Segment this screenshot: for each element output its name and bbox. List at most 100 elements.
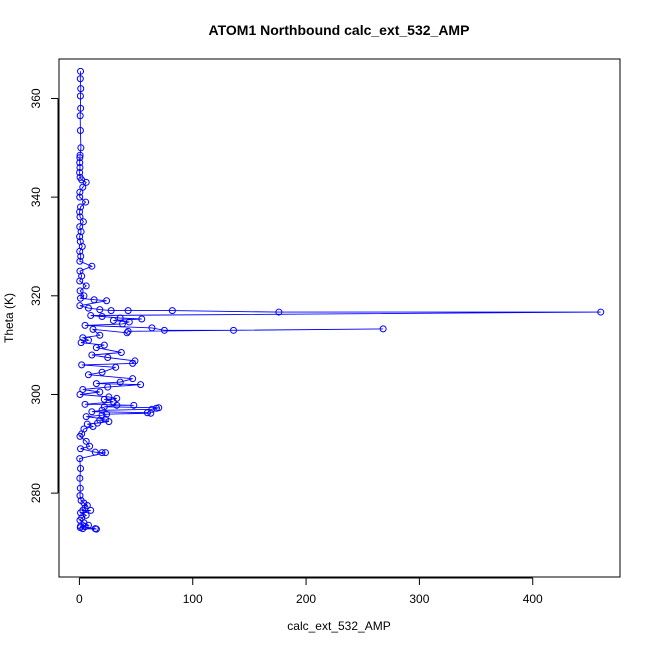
data-point	[76, 432, 84, 440]
data-point	[88, 351, 96, 359]
data-point	[124, 327, 132, 335]
data-point	[76, 168, 84, 176]
data-point	[275, 308, 283, 316]
data-point	[76, 159, 84, 167]
x-tick-label: 100	[183, 592, 203, 606]
data-point	[82, 178, 90, 186]
data-point	[76, 277, 84, 285]
data-point	[76, 484, 84, 492]
data-point	[77, 85, 85, 93]
data-point	[77, 144, 85, 152]
data-point	[88, 262, 96, 270]
data-point	[92, 525, 100, 533]
data-point	[76, 474, 84, 482]
data-point	[76, 208, 84, 216]
data-point	[77, 203, 85, 211]
data-point	[109, 316, 117, 324]
data-point	[101, 449, 109, 457]
data-point	[82, 198, 90, 206]
data-point	[92, 380, 100, 388]
data-point	[129, 359, 137, 367]
data-point	[76, 127, 84, 135]
data-point	[76, 154, 84, 162]
data-point	[98, 313, 106, 321]
data-point	[77, 228, 85, 236]
data-point	[84, 371, 92, 379]
data-point	[100, 341, 108, 349]
data-point	[84, 521, 92, 529]
x-tick-label: 300	[409, 592, 429, 606]
data-point	[76, 151, 84, 159]
data-point	[81, 321, 89, 329]
data-point	[76, 390, 84, 398]
data-point	[86, 442, 94, 450]
data-point	[76, 188, 84, 196]
data-point	[147, 409, 155, 417]
plot-frame	[58, 58, 621, 578]
data-point	[143, 409, 151, 417]
data-point	[103, 297, 111, 305]
data-point	[78, 361, 86, 369]
data-point	[77, 509, 85, 517]
data-point	[105, 418, 113, 426]
data-point	[82, 437, 90, 445]
data-point	[230, 326, 238, 334]
data-point	[113, 401, 121, 409]
data-point	[76, 75, 84, 83]
data-point	[76, 193, 84, 201]
x-axis: 0 100 200 300 400	[76, 577, 543, 606]
data-point	[112, 363, 120, 371]
data-point	[77, 104, 85, 112]
x-tick-label: 200	[296, 592, 316, 606]
data-point	[168, 307, 176, 315]
data-point	[94, 419, 102, 427]
data-point	[79, 218, 87, 226]
data-point	[116, 314, 124, 322]
data-point	[76, 223, 84, 231]
data-point	[76, 213, 84, 221]
data-point	[98, 368, 106, 376]
data-point	[84, 304, 92, 312]
data-point	[104, 353, 112, 361]
data-point	[98, 406, 106, 414]
data-point	[81, 400, 89, 408]
data-point	[91, 448, 99, 456]
data-point	[88, 408, 96, 416]
data-point	[597, 308, 605, 316]
data-point	[100, 403, 108, 411]
data-point	[76, 164, 84, 172]
data-point	[77, 252, 85, 260]
data-point	[79, 183, 87, 191]
data-point	[103, 410, 111, 418]
data-point	[96, 388, 104, 396]
data-point	[90, 296, 98, 304]
y-tick-label: 340	[29, 187, 43, 207]
data-point	[76, 233, 84, 241]
data-point	[148, 405, 156, 413]
x-axis-label: calc_ext_532_AMP	[287, 619, 390, 633]
data-point	[76, 112, 84, 120]
data-point	[138, 315, 146, 323]
data-point	[77, 67, 85, 75]
data-point	[76, 455, 84, 463]
data-point	[118, 320, 126, 328]
data-point	[152, 404, 160, 412]
data-point	[379, 325, 387, 333]
data-point	[76, 492, 84, 500]
data-point	[116, 378, 124, 386]
data-point	[137, 381, 145, 389]
data-point	[82, 282, 90, 290]
data-point	[96, 331, 104, 339]
data-point	[89, 423, 97, 431]
data-point	[76, 267, 84, 275]
data-point	[96, 306, 104, 314]
x-tick-label: 0	[76, 592, 83, 606]
data-point	[87, 506, 95, 514]
data-point	[77, 445, 85, 453]
data-point	[79, 334, 87, 342]
data-point	[83, 420, 91, 428]
data-point	[148, 324, 156, 332]
y-tick-label: 280	[29, 483, 43, 503]
